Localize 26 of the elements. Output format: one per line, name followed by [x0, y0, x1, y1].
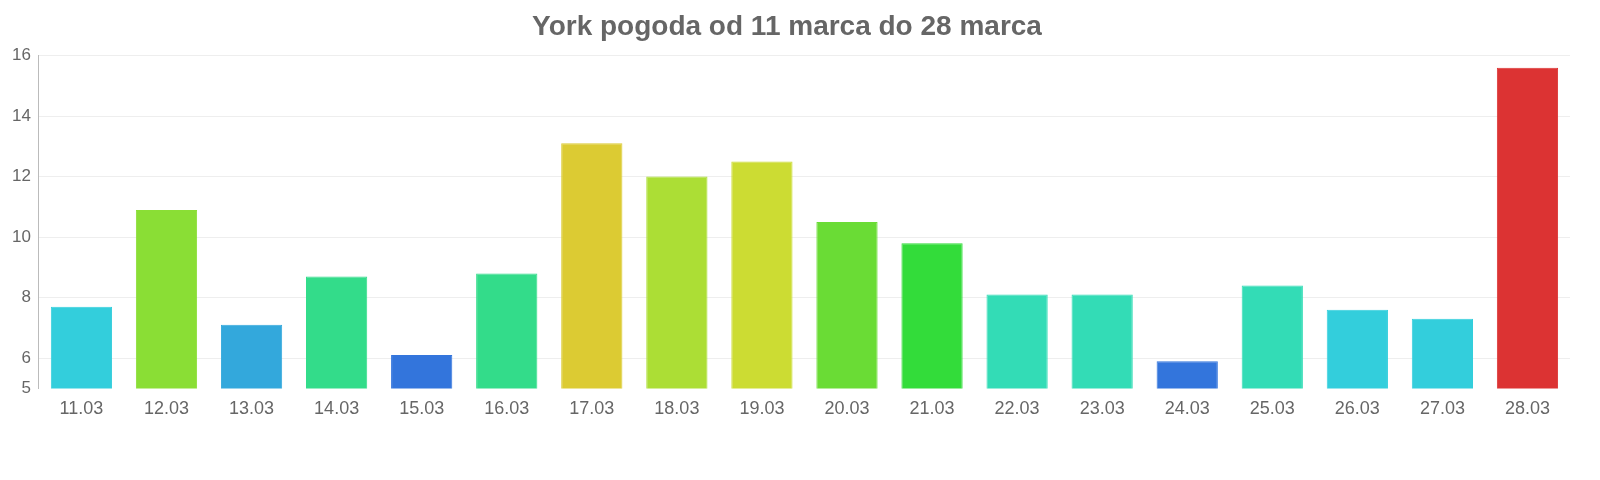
y-tick-label: 6: [21, 347, 31, 367]
x-tick-label: 28.03: [1504, 398, 1550, 419]
x-tick-label: 24.03: [1164, 398, 1210, 419]
x-tick-label: 20.03: [824, 398, 870, 419]
x-tick-label: 16.03: [484, 398, 530, 419]
x-tick-label: 17.03: [569, 398, 615, 419]
y-tick-label: 5: [21, 378, 31, 398]
x-tick-label: 18.03: [654, 398, 700, 419]
x-tick-label: 14.03: [314, 398, 360, 419]
x-tick-label: 15.03: [399, 398, 445, 419]
chart-title: York pogoda od 11 marca do 28 marca: [532, 9, 1043, 41]
y-tick-label: 16: [11, 45, 31, 65]
x-tick-label: 12.03: [143, 398, 190, 419]
x-tick-label: 22.03: [994, 398, 1040, 419]
x-tick-label: 11.03: [59, 398, 104, 419]
x-tick-label: 26.03: [1334, 398, 1380, 419]
y-tick-label: 14: [11, 105, 31, 125]
x-tick-label: 25.03: [1249, 398, 1295, 419]
x-tick-label: 19.03: [739, 398, 785, 419]
x-tick-label: 27.03: [1419, 398, 1465, 419]
y-tick-label: 12: [11, 166, 31, 186]
y-tick-label: 8: [21, 287, 31, 307]
x-tick-label: 13.03: [229, 398, 275, 419]
x-tick-label: 21.03: [909, 398, 955, 419]
y-tick-label: 10: [11, 226, 31, 246]
x-tick-label: 23.03: [1079, 398, 1125, 419]
